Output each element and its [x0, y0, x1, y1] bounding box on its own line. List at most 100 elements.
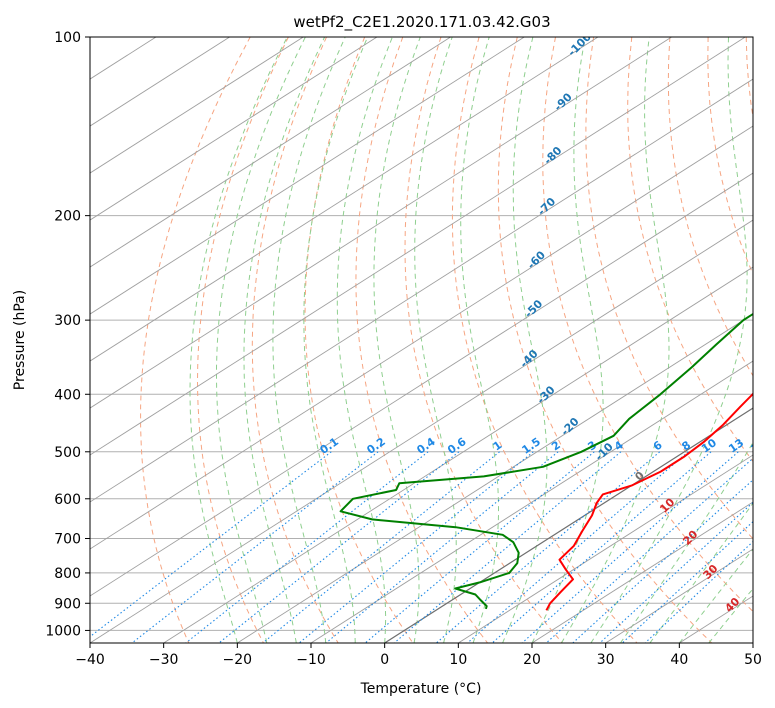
- mixing-ratio-line: [185, 451, 429, 643]
- dry-adiabat-line: [451, 37, 638, 643]
- dry-adiabat-line: [542, 37, 753, 613]
- isotherm-line: [384, 407, 753, 643]
- isotherm-label: -20: [558, 415, 581, 438]
- mixing-ratio-label: 0.4: [414, 435, 438, 457]
- dry-adiabat-line: [197, 37, 289, 643]
- isotherm-label: -100: [565, 30, 594, 59]
- mixing-ratio-label: 2: [549, 438, 563, 453]
- x-tick-label: 20: [523, 652, 541, 668]
- dry-adiabat-line: [497, 37, 713, 643]
- isotherm-label: -40: [517, 347, 540, 370]
- isotherm-line: [90, 125, 753, 550]
- y-tick-label: 200: [54, 209, 81, 225]
- x-tick-label: 50: [744, 652, 762, 668]
- x-axis-label: Temperature (°C): [360, 681, 482, 697]
- y-tick-label: 600: [54, 492, 81, 508]
- mixing-ratio-line: [545, 457, 753, 643]
- mixing-ratio-line: [218, 451, 460, 643]
- temperature-profile-line: [545, 392, 753, 611]
- x-tick-label: 0: [380, 652, 389, 668]
- isotherm-line: [90, 37, 599, 362]
- moist-adiabat-line: [243, 37, 326, 643]
- isotherm-label: -80: [541, 144, 564, 167]
- chart-title: wetPf2_C2E1.2020.171.03.42.G03: [293, 13, 550, 32]
- isotherm-line: [90, 37, 746, 456]
- mixing-ratio-line: [325, 451, 559, 643]
- mixing-ratio-line: [467, 451, 689, 643]
- mixing-ratio-line: [364, 451, 595, 643]
- mixing-ratio-line: [644, 540, 753, 643]
- moist-adiabat-line: [620, 441, 753, 643]
- moist-adiabat-line: [373, 37, 421, 643]
- moist-adiabat-line: [414, 37, 457, 643]
- x-tick-label: −20: [223, 652, 253, 668]
- isotherm-line: [310, 360, 753, 643]
- isotherm-label: -30: [534, 383, 557, 406]
- dry-adiabat-line: [251, 37, 339, 643]
- isotherm-line: [531, 501, 753, 643]
- moist-adiabat-line: [502, 37, 548, 643]
- isotherm-line: [90, 172, 753, 597]
- isotherm-line: [163, 266, 753, 643]
- mixing-ratio-line: [298, 451, 534, 643]
- x-tick-label: −10: [296, 652, 326, 668]
- mixing-ratio-line: [622, 520, 753, 643]
- x-tick-label: 10: [449, 652, 467, 668]
- mixing-ratio-label: 13: [726, 436, 746, 455]
- isotherm-line: [90, 37, 378, 221]
- mixing-ratio-line: [599, 501, 753, 643]
- moist-adiabat-line: [708, 587, 753, 643]
- x-tick-label: 40: [670, 652, 688, 668]
- y-tick-label: 100: [54, 30, 81, 46]
- mixing-ratio-line: [491, 451, 712, 643]
- y-tick-label: 1000: [45, 623, 81, 639]
- isotherm-line: [90, 78, 753, 503]
- plot-frame: [89, 36, 754, 644]
- isotherm-label: -90: [552, 90, 575, 113]
- isotherm-line: [237, 313, 753, 643]
- mixing-ratio-line: [262, 451, 500, 643]
- isotherm-label: 30: [701, 562, 721, 582]
- mixing-ratio-label: 1.5: [520, 435, 543, 457]
- moist-adiabat-line: [590, 37, 748, 643]
- isotherm-line: [458, 454, 753, 643]
- mixing-ratio-label: 0.6: [445, 435, 469, 457]
- dry-adiabat-line: [140, 37, 251, 643]
- isotherm-line: [90, 219, 753, 643]
- dry-adiabat-line: [404, 37, 563, 643]
- moist-adiabat-line: [561, 37, 670, 643]
- isotherm-line: [90, 37, 230, 127]
- y-tick-label: 400: [54, 387, 81, 403]
- isotherm-line: [90, 37, 451, 268]
- isotherm-label: -60: [525, 248, 548, 271]
- dewpoint-profile-line: [339, 312, 753, 610]
- y-tick-label: 500: [54, 445, 81, 461]
- isotherm-line: [90, 37, 304, 174]
- y-tick-label: 800: [54, 566, 81, 582]
- background-lines: [90, 37, 753, 643]
- y-tick-label: 300: [54, 313, 81, 329]
- moist-adiabat-line: [303, 37, 369, 643]
- profile-lines: [339, 312, 753, 611]
- mixing-ratio-line: [131, 451, 379, 643]
- x-tick-label: −30: [149, 652, 179, 668]
- y-axis-ticks: 100 200 300 400 500 600 700 800 900 1000: [45, 30, 90, 639]
- y-tick-label: 700: [54, 532, 81, 548]
- dry-adiabat-line: [585, 37, 753, 540]
- mixing-ratio-label: 16: [748, 436, 768, 456]
- isotherm-line: [90, 37, 525, 315]
- mixing-ratio-line: [393, 451, 622, 643]
- mixing-ratio-label: 6: [651, 438, 665, 453]
- y-tick-label: 900: [54, 596, 81, 612]
- isotherm-line: [752, 642, 753, 643]
- moist-adiabat-line: [336, 37, 393, 643]
- mixing-ratio-line: [572, 479, 753, 643]
- x-tick-label: 30: [597, 652, 615, 668]
- y-axis-label: Pressure (hPa): [12, 290, 28, 390]
- zero-isotherm-line: [384, 407, 753, 643]
- x-axis-ticks: −40 −30 −20 −10 0 10 20 30 40 50: [75, 643, 762, 668]
- moist-adiabat-line: [678, 548, 753, 643]
- mixing-ratio-line: [521, 451, 739, 643]
